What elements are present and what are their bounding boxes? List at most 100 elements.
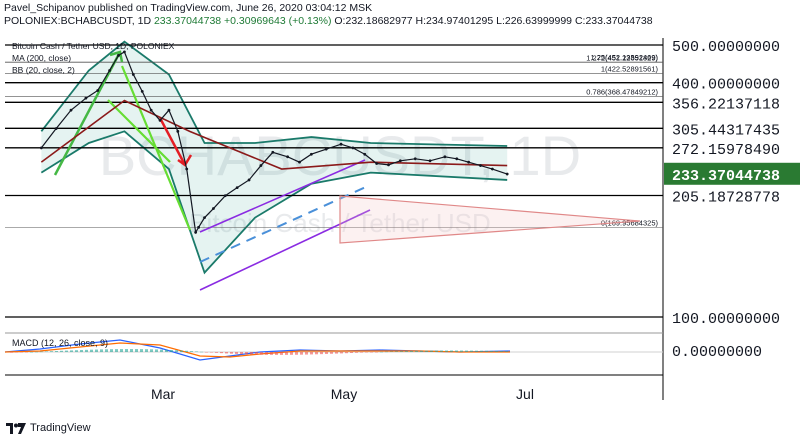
macd-bar: [415, 350, 418, 352]
close-price-point: [259, 164, 263, 167]
tradingview-footer[interactable]: TradingView: [6, 422, 91, 434]
macd-bar: [25, 352, 28, 353]
macd-bar: [115, 349, 118, 352]
macd-bar: [320, 352, 323, 355]
last-price-label: 233.37044738: [672, 168, 780, 185]
macd-bar: [440, 350, 443, 352]
macd-bar: [105, 349, 108, 352]
close-price-point: [123, 50, 126, 54]
horizontal-levels: [5, 44, 663, 318]
macd-bar: [480, 350, 483, 352]
tradingview-brand: TradingView: [30, 422, 91, 434]
close-price-point: [398, 159, 402, 163]
macd-bar: [425, 350, 428, 352]
price-axis: 500.00000000 400.00000000 356.22137118 305.…: [664, 39, 800, 328]
close-price-point: [428, 159, 432, 163]
fib-label: 1.272(451.22851329): [586, 53, 658, 62]
macd-bar: [405, 351, 408, 352]
macd-bar: [305, 352, 308, 355]
macd-bar: [180, 350, 183, 352]
macd-bar: [475, 350, 478, 352]
tradingview-logo-icon: [6, 422, 26, 434]
macd-bar: [35, 351, 38, 353]
macd-bar: [290, 352, 293, 355]
macd-bar: [325, 352, 328, 354]
macd-bar: [255, 352, 258, 355]
macd-bar: [500, 351, 503, 352]
macd-bar: [110, 349, 113, 352]
macd-bar: [495, 350, 498, 352]
macd-bar: [130, 349, 133, 352]
ohlc-values: O:232.18682977 H:234.97401295 L:226.6399…: [334, 15, 653, 27]
macd-signal-line: [4, 342, 510, 358]
macd-bar: [400, 351, 403, 352]
close-price-point: [54, 127, 58, 130]
macd-bar: [145, 349, 148, 352]
close-price-point: [339, 142, 343, 146]
close-price-point: [309, 152, 313, 156]
close-price-point: [286, 155, 290, 159]
macd-bar: [275, 352, 278, 355]
price-axis-label: 356.22137118: [672, 96, 780, 113]
time-axis: Mar May Jul: [151, 386, 534, 402]
macd-bar: [185, 350, 188, 352]
macd-bar: [170, 349, 173, 352]
close-price-point: [176, 129, 180, 133]
macd-bar: [485, 350, 488, 352]
macd-bar: [60, 350, 63, 352]
chart-header: Pavel_Schipanov published on TradingView…: [0, 0, 800, 30]
macd-bar: [285, 352, 288, 355]
close-price-point: [363, 152, 367, 156]
macd-bar: [345, 352, 348, 354]
price-axis-label: 272.15978490: [672, 142, 780, 159]
macd-bar: [265, 352, 268, 355]
time-axis-tick: Mar: [151, 386, 175, 402]
close-price-point: [149, 108, 153, 112]
ma-legend: MA (200, close): [12, 53, 71, 63]
macd-bar: [40, 351, 43, 353]
close-price-point: [235, 186, 239, 190]
macd-bar: [75, 350, 78, 352]
fib-label: 1(422.52891561): [601, 64, 659, 73]
macd-bar: [155, 349, 158, 352]
macd-bar: [385, 351, 388, 353]
macd-bar: [295, 352, 298, 355]
price-axis-label: 205.18728778: [672, 190, 780, 207]
close-price-point: [271, 150, 275, 154]
macd-histogram: [10, 349, 508, 355]
close-price-point: [194, 230, 198, 234]
macd-bar: [125, 349, 128, 352]
symbol: POLONIEX:BCHABCUSDT, 1D: [4, 15, 152, 27]
macd-bar: [215, 352, 218, 353]
macd-bar: [465, 350, 468, 352]
macd-bar: [470, 350, 473, 352]
macd-bar: [420, 350, 423, 352]
macd-bar: [95, 349, 98, 352]
macd-bar: [430, 350, 433, 352]
close-price-point: [455, 157, 459, 161]
price-axis-label: 500.00000000: [672, 39, 780, 56]
macd-bar: [140, 349, 143, 352]
macd-bar: [245, 352, 248, 355]
close-price-point: [298, 160, 301, 164]
macd-bar: [30, 352, 33, 353]
last-price-badge: [664, 162, 800, 185]
close-price-point: [96, 89, 100, 92]
price-axis-label: 100.00000000: [672, 311, 780, 328]
trend-arrow-up: [53, 51, 122, 176]
trend-arrow-red-head: [177, 154, 193, 167]
close-price-point: [375, 162, 379, 165]
macd-bar: [55, 350, 58, 352]
macd-bar: [380, 351, 383, 353]
fib-label: 0.786(368.47849212): [586, 88, 658, 97]
macd-bar: [435, 350, 438, 352]
macd-bar: [365, 352, 368, 353]
close-price-point: [490, 167, 494, 171]
channel-upper-line: [199, 159, 366, 233]
macd-bar: [15, 352, 18, 353]
macd-bar: [260, 352, 263, 355]
triangle-pattern: [339, 195, 641, 244]
close-price-point: [351, 146, 355, 150]
close-price-point: [479, 164, 482, 167]
